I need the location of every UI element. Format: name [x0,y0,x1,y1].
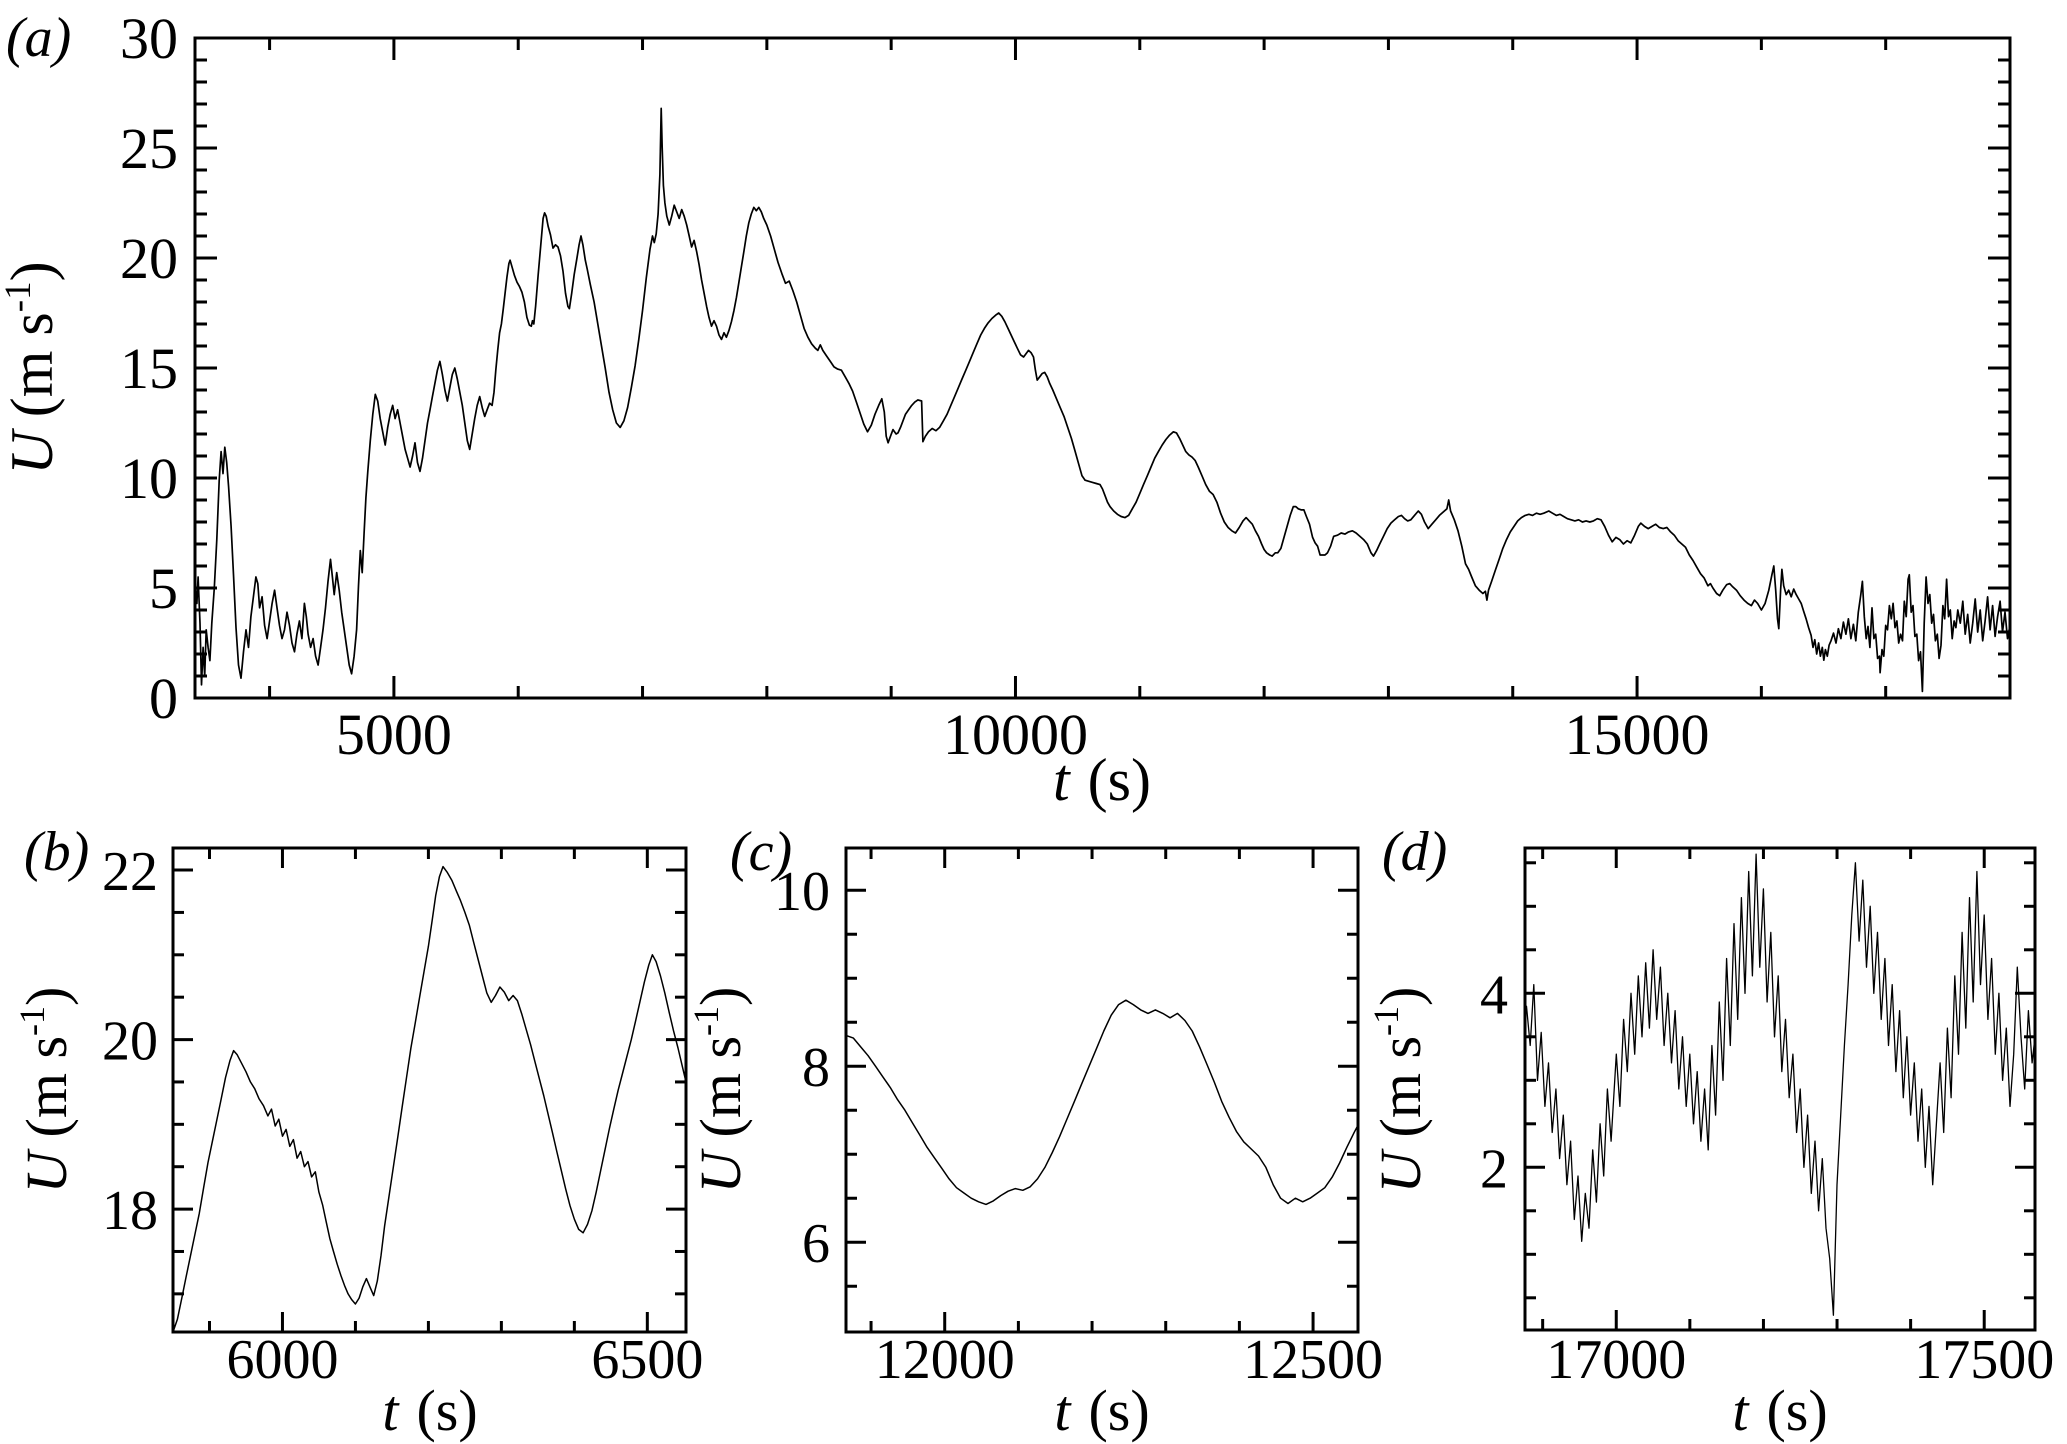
panel-a-xtick-label-15000: 15000 [1565,702,1710,767]
panel-a-ytick-label-10: 10 [120,446,178,511]
panel-a-ytick-label-20: 20 [120,226,178,291]
panel-c-xtick-label-12500: 12500 [1243,1329,1383,1391]
panel-b-ytick-label-20: 20 [102,1011,158,1073]
panel-d-ticks [1525,848,2035,1330]
panel-a-xtick-label-10000: 10000 [943,702,1088,767]
panel-a-ticks [195,38,2010,698]
panel-a-xtick-label-5000: 5000 [336,702,452,767]
panel-c-ytick-label-8: 8 [802,1037,830,1099]
panel-a-letter: (a) [6,7,72,69]
panel-d: 17000 17500 2 4 t (s) U(m s-1) [1366,846,2054,1443]
panel-b-xtick-label-6000: 6000 [226,1329,338,1391]
panel-d-ytick-label-2: 2 [1480,1138,1508,1200]
panel-d-xtick-label-17000: 17000 [1546,1329,1686,1391]
panel-c-x-axis-label: t (s) [1054,1378,1149,1443]
panel-c-ticks [846,848,1358,1332]
panel-d-x-axis-label: t (s) [1732,1378,1827,1443]
panel-a-ytick-label-30: 30 [120,6,178,71]
panel-c-y-axis-label: U(m s-1) [686,987,753,1194]
panel-d-xtick-label-17500: 17500 [1914,1329,2054,1391]
panel-c: 12000 12500 6 8 10 t (s) U(m s-1) [686,846,1383,1443]
panel-b-curve [173,865,686,1332]
panel-b-y-axis-label: U(m s-1) [12,987,79,1194]
panel-c-frame [844,846,1360,1334]
panel-a-ytick-label-5: 5 [149,556,178,621]
panel-a: 5000 10000 15000 0 5 10 15 20 25 30 t (s) U(m s-1) [0,6,2012,813]
panel-d-ytick-label-4: 4 [1480,964,1508,1026]
panel-c-ytick-label-10: 10 [774,861,830,923]
panel-b-ytick-label-22: 22 [102,841,158,903]
panel-a-ytick-label-15: 15 [120,336,178,401]
panel-c-curve [846,999,1358,1206]
panel-b-x-axis-label: t (s) [382,1378,477,1443]
panel-a-curve [195,107,2010,693]
panel-c-ytick-label-6: 6 [802,1213,830,1275]
panel-c-letter: (c) [730,821,793,883]
panel-d-frame [1523,846,2037,1332]
panel-d-y-axis-label: U(m s-1) [1366,987,1433,1194]
panel-b-ticks [173,848,686,1332]
panel-b-letter: (b) [24,821,90,883]
panel-b-xtick-label-6500: 6500 [591,1329,703,1391]
panel-a-ytick-label-0: 0 [149,666,178,731]
panel-a-x-axis-label: t (s) [1053,747,1151,813]
panel-b: 6000 6500 18 20 22 t (s) U(m s-1) [12,841,703,1443]
panel-a-frame [193,36,2012,700]
panel-d-curve [1525,853,2035,1316]
panel-b-ytick-label-18: 18 [102,1180,158,1242]
panel-d-letter: (d) [1382,821,1448,883]
panel-a-ytick-label-25: 25 [120,116,178,181]
panel-b-frame [171,846,688,1334]
panel-a-y-axis-label: U(m s-1) [0,261,65,474]
panel-c-xtick-label-12000: 12000 [875,1329,1015,1391]
